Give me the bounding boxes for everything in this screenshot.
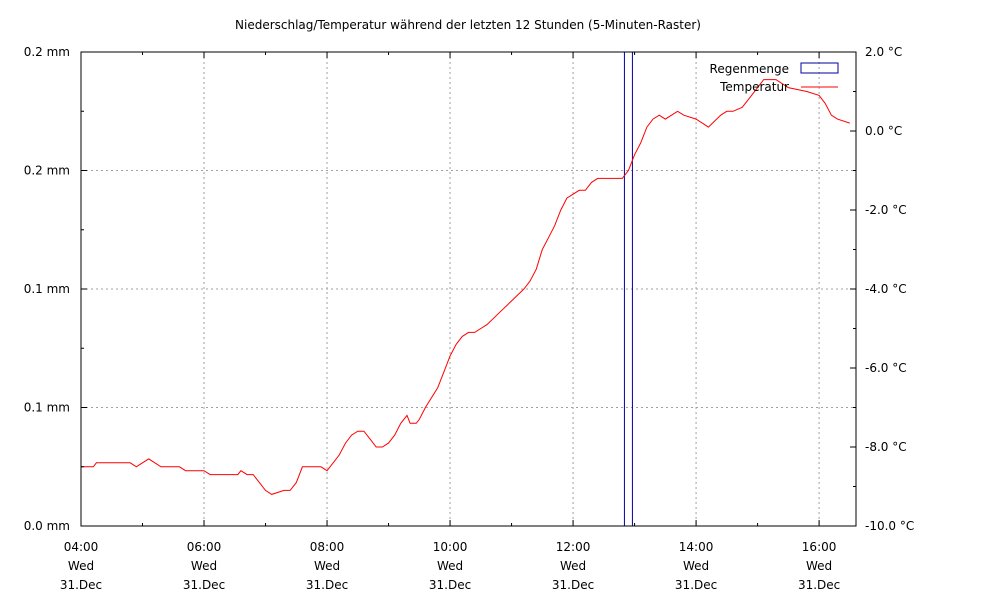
y-left-tick-label: 0.1 mm bbox=[24, 282, 70, 296]
y-right-tick-label: 0.0 °C bbox=[865, 124, 902, 138]
x-tick-label: 04:00 bbox=[64, 540, 99, 554]
x-tick-label: 31.Dec bbox=[675, 578, 717, 592]
x-tick-label: 06:00 bbox=[187, 540, 222, 554]
x-tick-label: 31.Dec bbox=[306, 578, 348, 592]
x-tick-label: Wed bbox=[314, 559, 340, 573]
x-tick-label: 31.Dec bbox=[798, 578, 840, 592]
temperature-line bbox=[81, 79, 850, 495]
x-tick-label: 16:00 bbox=[802, 540, 837, 554]
y-right-tick-label: -4.0 °C bbox=[865, 282, 907, 296]
axis-ticks bbox=[80, 51, 856, 527]
y-right-tick-label: 2.0 °C bbox=[865, 45, 902, 59]
x-tick-label: 14:00 bbox=[679, 540, 714, 554]
x-tick-label: Wed bbox=[191, 559, 217, 573]
legend-label-temperatur: Temperatur bbox=[719, 80, 789, 94]
y-left-tick-label: 0.2 mm bbox=[24, 164, 70, 178]
x-tick-label: Wed bbox=[806, 559, 832, 573]
x-tick-label: 10:00 bbox=[433, 540, 468, 554]
x-tick-label: Wed bbox=[68, 559, 94, 573]
line-series bbox=[81, 79, 850, 495]
legend-swatch-regenmenge bbox=[800, 62, 839, 74]
x-tick-label: 31.Dec bbox=[183, 578, 225, 592]
y-right-tick-label: -8.0 °C bbox=[865, 440, 907, 454]
x-tick-label: 08:00 bbox=[310, 540, 345, 554]
axis-labels: 04:00 Wed 31.Dec 06:00 Wed 31.Dec 08:00 Wed 31.D… bbox=[24, 45, 915, 592]
y-left-tick-label: 0.2 mm bbox=[24, 45, 70, 59]
y-right-tick-label: -2.0 °C bbox=[865, 203, 907, 217]
chart-title: Niederschlag/Temperatur während der letz… bbox=[235, 18, 701, 32]
legend-label-regenmenge: Regenmenge bbox=[710, 62, 789, 76]
x-tick-label: 31.Dec bbox=[552, 578, 594, 592]
x-tick-label: Wed bbox=[560, 559, 586, 573]
y-left-tick-label: 0.1 mm bbox=[24, 401, 70, 415]
legend: Regenmenge Temperatur bbox=[710, 62, 839, 94]
x-tick-label: 31.Dec bbox=[60, 578, 102, 592]
x-tick-label: Wed bbox=[683, 559, 709, 573]
grid bbox=[81, 52, 856, 526]
y-right-tick-label: -10.0 °C bbox=[865, 519, 914, 533]
x-tick-label: Wed bbox=[437, 559, 463, 573]
x-tick-label: 12:00 bbox=[556, 540, 591, 554]
y-right-tick-label: -6.0 °C bbox=[865, 361, 907, 375]
y-left-tick-label: 0.0 mm bbox=[24, 519, 70, 533]
x-tick-label: 31.Dec bbox=[429, 578, 471, 592]
